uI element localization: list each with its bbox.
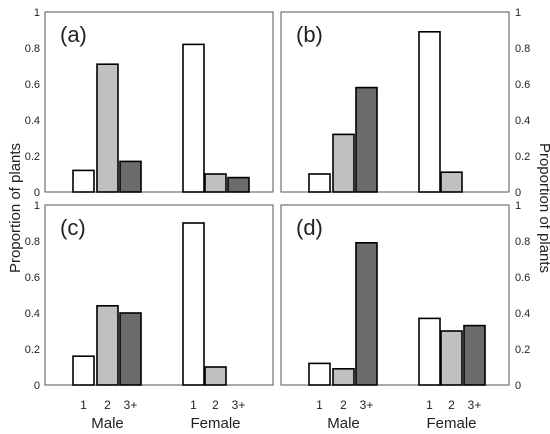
y-tick-label: 0.2 — [515, 151, 530, 163]
y-tick-label: 0.8 — [515, 236, 530, 248]
group-label-male: Male — [91, 415, 124, 432]
y-tick-label: 1 — [515, 7, 521, 19]
bar-male-3+ — [119, 312, 142, 386]
bar-female-1 — [182, 43, 205, 193]
panel-1: 0 0.2 0.4 0.6 0.8 1 (a) — [25, 7, 274, 199]
bar-female-1 — [418, 30, 441, 193]
bar-male-3+ — [119, 160, 142, 193]
bar-male-1 — [72, 169, 95, 193]
y-tick-label: 1 — [34, 200, 40, 212]
panel-label: (b) — [296, 22, 323, 47]
bar-female-1 — [418, 317, 441, 386]
panel-frame — [280, 11, 510, 193]
bar-male-3+ — [355, 242, 378, 386]
y-tick-label: 0.2 — [25, 344, 40, 356]
bar-female-3+ — [463, 324, 486, 386]
panel-2: 0 0.2 0.4 0.6 0.8 1 (b) — [280, 7, 530, 199]
panel-frame — [280, 204, 510, 386]
y-tick-label: 0.6 — [25, 79, 40, 91]
bar-male-3+ — [355, 86, 378, 193]
bar-female-2 — [204, 366, 227, 386]
x-tick-label: 2 — [212, 398, 219, 412]
y-tick-label: 0.4 — [515, 115, 530, 127]
bar-male-1 — [72, 355, 95, 386]
bar-male-1 — [308, 362, 331, 386]
x-tick-label: 3+ — [468, 398, 482, 412]
x-tick-label: 1 — [316, 398, 323, 412]
y-tick-label: 0 — [34, 380, 40, 392]
y-tick-label: 1 — [515, 200, 521, 212]
bar-male-2 — [332, 133, 355, 193]
bar-male-2 — [96, 63, 119, 193]
bar-female-3+ — [227, 176, 250, 193]
bar-female-2 — [204, 173, 227, 193]
panel-4: 0 0.2 0.4 0.6 0.8 1 (d) — [280, 200, 530, 392]
y-tick-label: 0.2 — [515, 344, 530, 356]
y-tick-label: 0.6 — [25, 272, 40, 284]
y-tick-label: 0.8 — [25, 236, 40, 248]
x-tick-label: 2 — [340, 398, 347, 412]
y-tick-label: 1 — [34, 7, 40, 19]
y-tick-label: 0 — [515, 187, 521, 199]
y-axis-label-right: Proportion of plants — [536, 143, 550, 273]
panel-frame — [44, 204, 274, 386]
x-tick-label: 1 — [190, 398, 197, 412]
x-tick-label: 3+ — [360, 398, 374, 412]
group-label-male: Male — [327, 415, 360, 432]
x-tick-label: 3+ — [232, 398, 246, 412]
x-tick-label: 1 — [80, 398, 87, 412]
bar-female-1 — [182, 222, 205, 386]
y-tick-label: 0.2 — [25, 151, 40, 163]
bar-female-2 — [440, 330, 463, 386]
bar-male-1 — [308, 173, 331, 193]
bar-male-2 — [332, 367, 355, 386]
y-tick-label: 0.8 — [25, 43, 40, 55]
panel-label: (c) — [60, 215, 86, 240]
y-tick-label: 0 — [515, 380, 521, 392]
group-label-female: Female — [426, 415, 476, 432]
x-tick-label: 1 — [426, 398, 433, 412]
x-tick-label: 2 — [448, 398, 455, 412]
y-tick-label: 0 — [34, 187, 40, 199]
panels: 0 0.2 0.4 0.6 0.8 1 (a) 0 0.2 0.4 0.6 0.8 1 (b) 0 0.2 0.… — [25, 7, 531, 392]
bar-male-2 — [96, 304, 119, 386]
y-tick-label: 0.8 — [515, 43, 530, 55]
bar-female-2 — [440, 171, 463, 193]
panel-frame — [44, 11, 274, 193]
y-tick-label: 0.4 — [25, 308, 40, 320]
y-axis-label-left: Proportion of plants — [7, 143, 24, 273]
x-tick-label: 2 — [104, 398, 111, 412]
x-tick-label: 3+ — [124, 398, 138, 412]
panel-3: 0 0.2 0.4 0.6 0.8 1 (c) — [25, 200, 274, 392]
panel-label: (a) — [60, 22, 87, 47]
y-tick-label: 0.4 — [515, 308, 530, 320]
y-tick-label: 0.6 — [515, 272, 530, 284]
group-label-female: Female — [190, 415, 240, 432]
y-tick-label: 0.4 — [25, 115, 40, 127]
y-tick-label: 0.6 — [515, 79, 530, 91]
panel-label: (d) — [296, 215, 323, 240]
